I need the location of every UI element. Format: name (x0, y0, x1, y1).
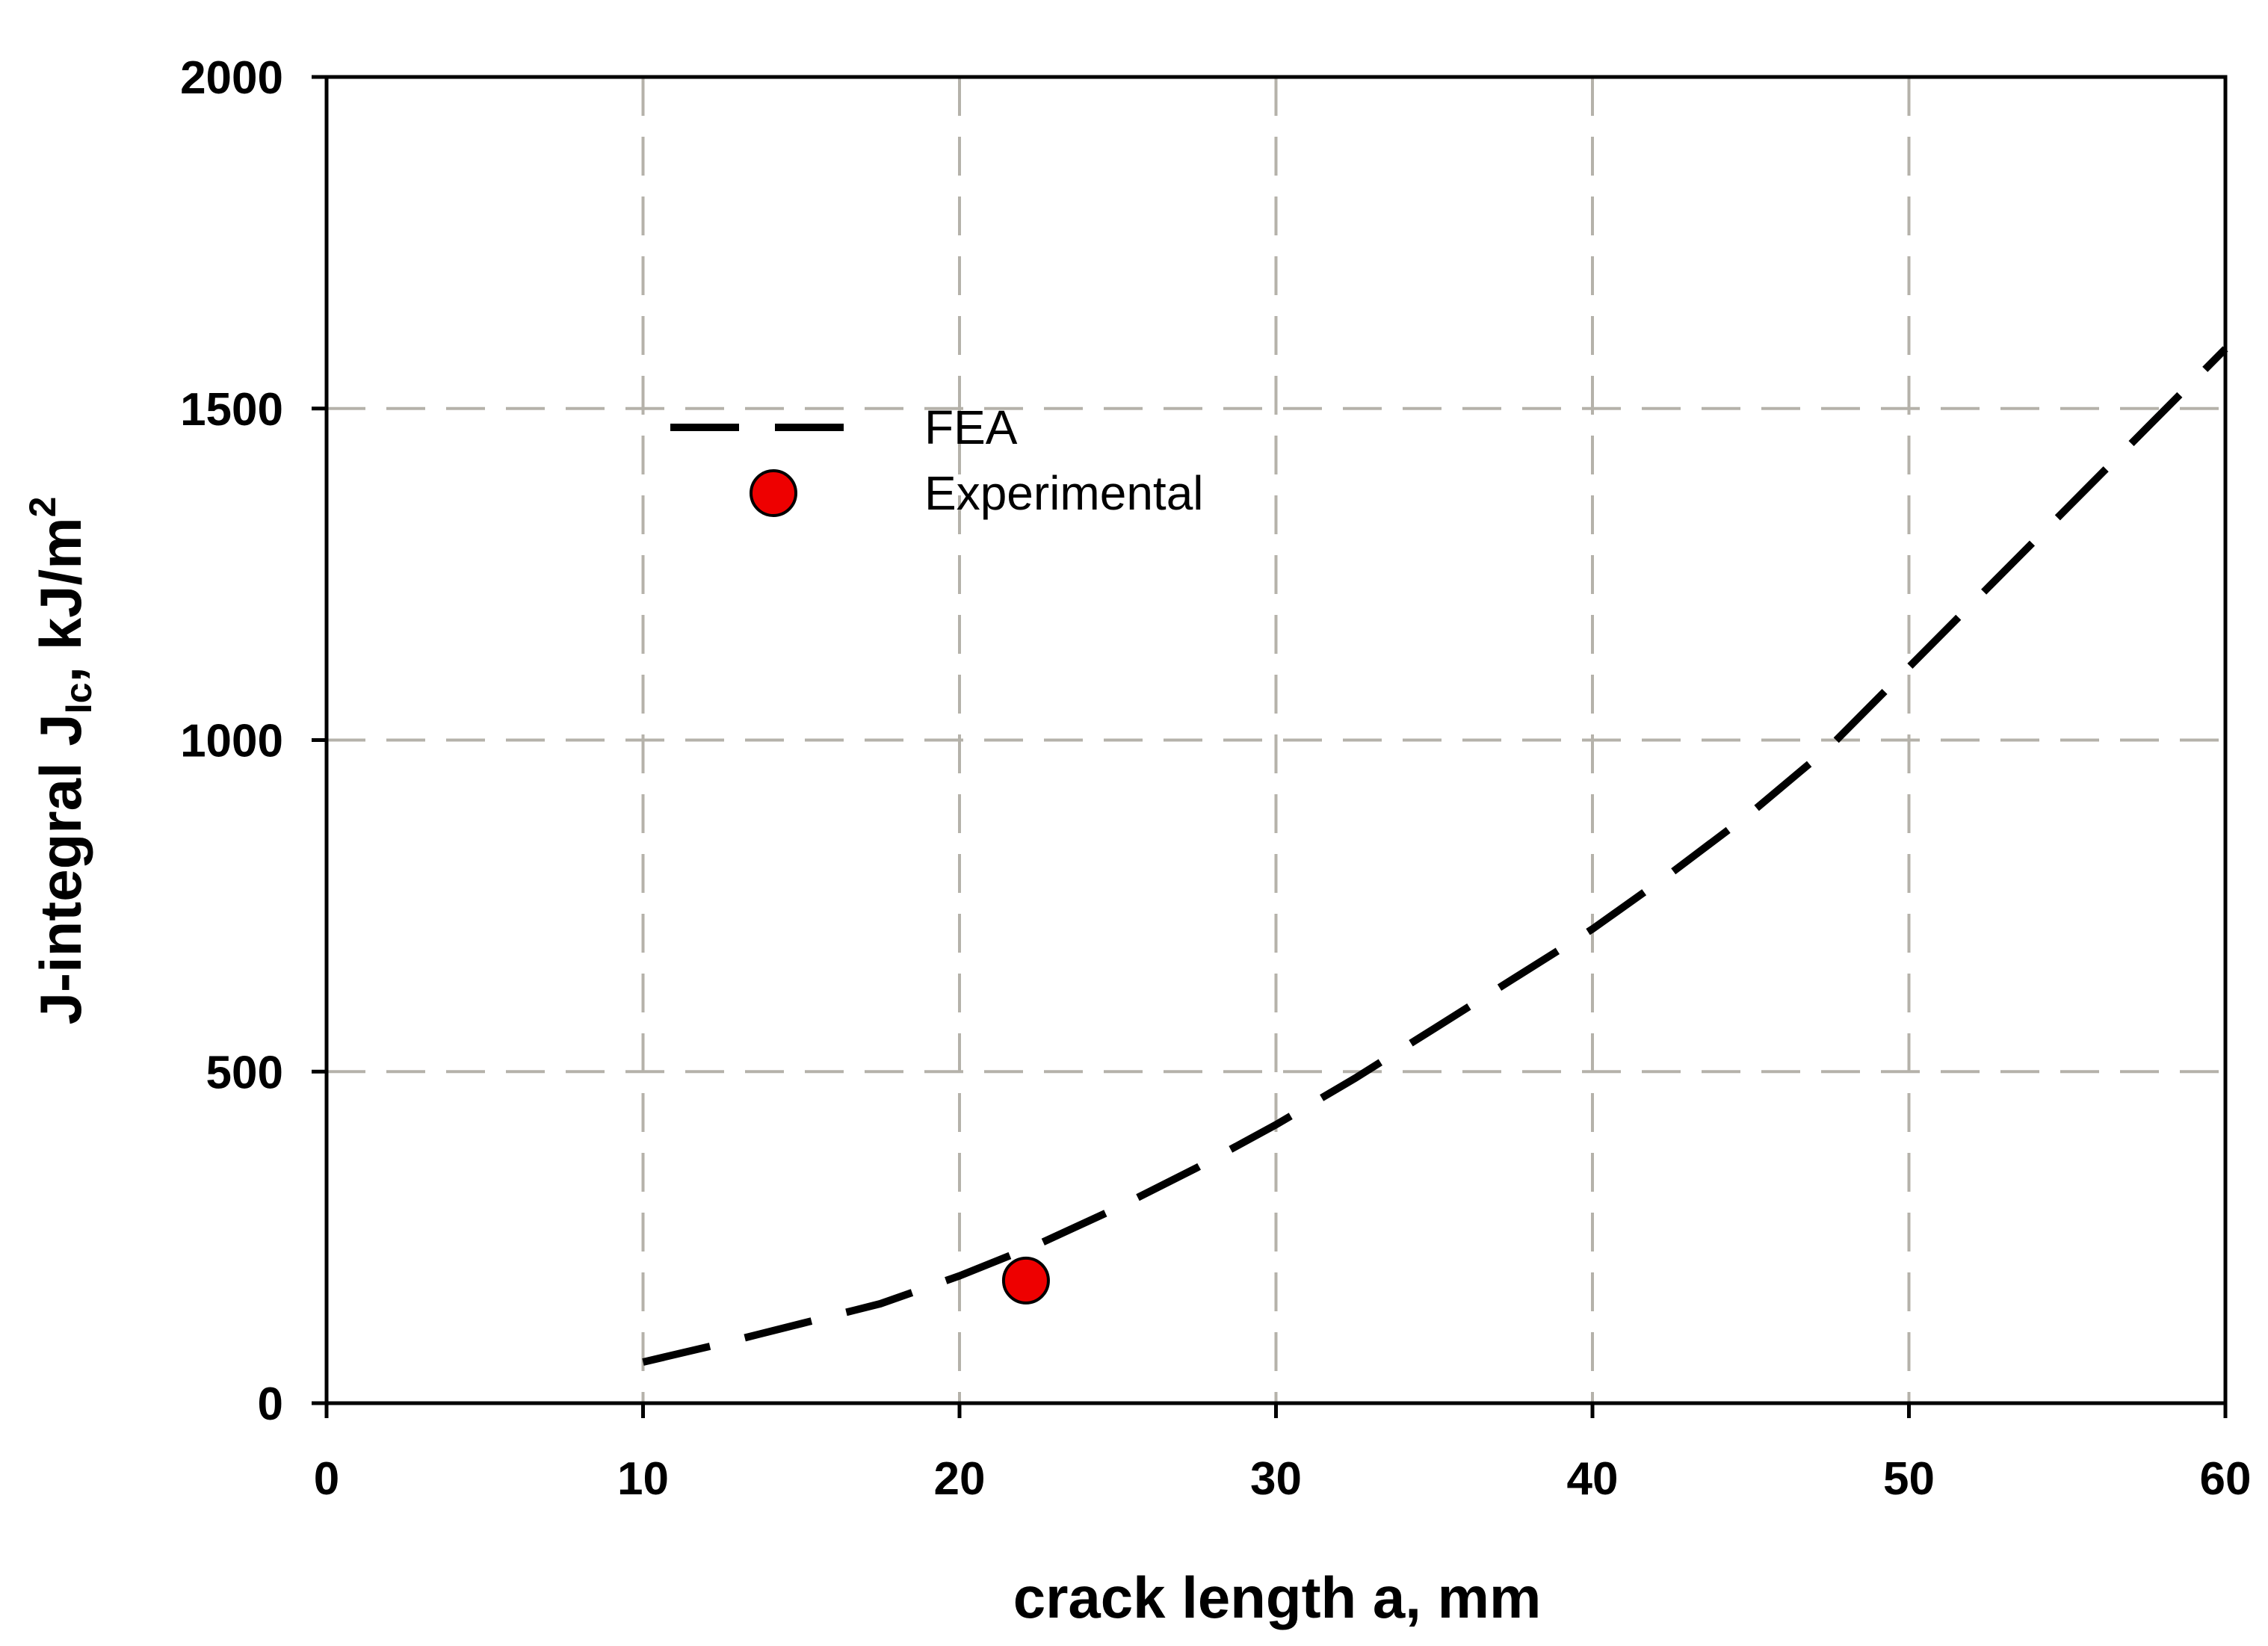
experimental-point (1001, 1256, 1050, 1305)
y-tick-label: 2000 (180, 52, 283, 104)
y-tick-label: 0 (258, 1379, 283, 1430)
grid-lines (327, 77, 2225, 1403)
x-tick-label: 50 (1883, 1453, 1935, 1505)
x-axis-title: crack length a, mm (1013, 1565, 1542, 1630)
y-axis-title-subscript: Ic (58, 683, 99, 714)
x-tick-label: 0 (314, 1453, 339, 1505)
series-fea (642, 346, 2228, 1366)
y-tick-label: 500 (206, 1047, 283, 1098)
series-experimental (1001, 1256, 1050, 1305)
x-tick-label: 60 (2200, 1453, 2252, 1505)
x-tick-label: 20 (934, 1453, 986, 1505)
y-tick-labels: 0 500 1000 1500 2000 (180, 52, 283, 1430)
legend-experimental-swatch (750, 469, 797, 517)
x-tick-label: 10 (617, 1453, 669, 1505)
y-tick-label: 1500 (180, 384, 283, 436)
y-tick-label: 1000 (180, 716, 283, 767)
y-axis-title-suffix: , kJ/m (28, 517, 93, 682)
legend: FEA Experimental (670, 400, 1204, 520)
x-tick-label: 40 (1567, 1453, 1619, 1505)
y-axis-title-superscript: 2 (22, 497, 64, 518)
legend-fea-label: FEA (924, 400, 1018, 454)
x-tick-label: 30 (1250, 1453, 1302, 1505)
y-axis-title: J-integral JIc, kJ/m2 (22, 497, 99, 1025)
legend-experimental-label: Experimental (924, 466, 1204, 520)
y-axis-title-main: J-integral J (28, 714, 93, 1024)
axis-ticks (312, 75, 2228, 1418)
x-tick-labels: 0 10 20 30 40 50 60 (314, 1453, 2252, 1505)
fea-line (642, 346, 2228, 1366)
